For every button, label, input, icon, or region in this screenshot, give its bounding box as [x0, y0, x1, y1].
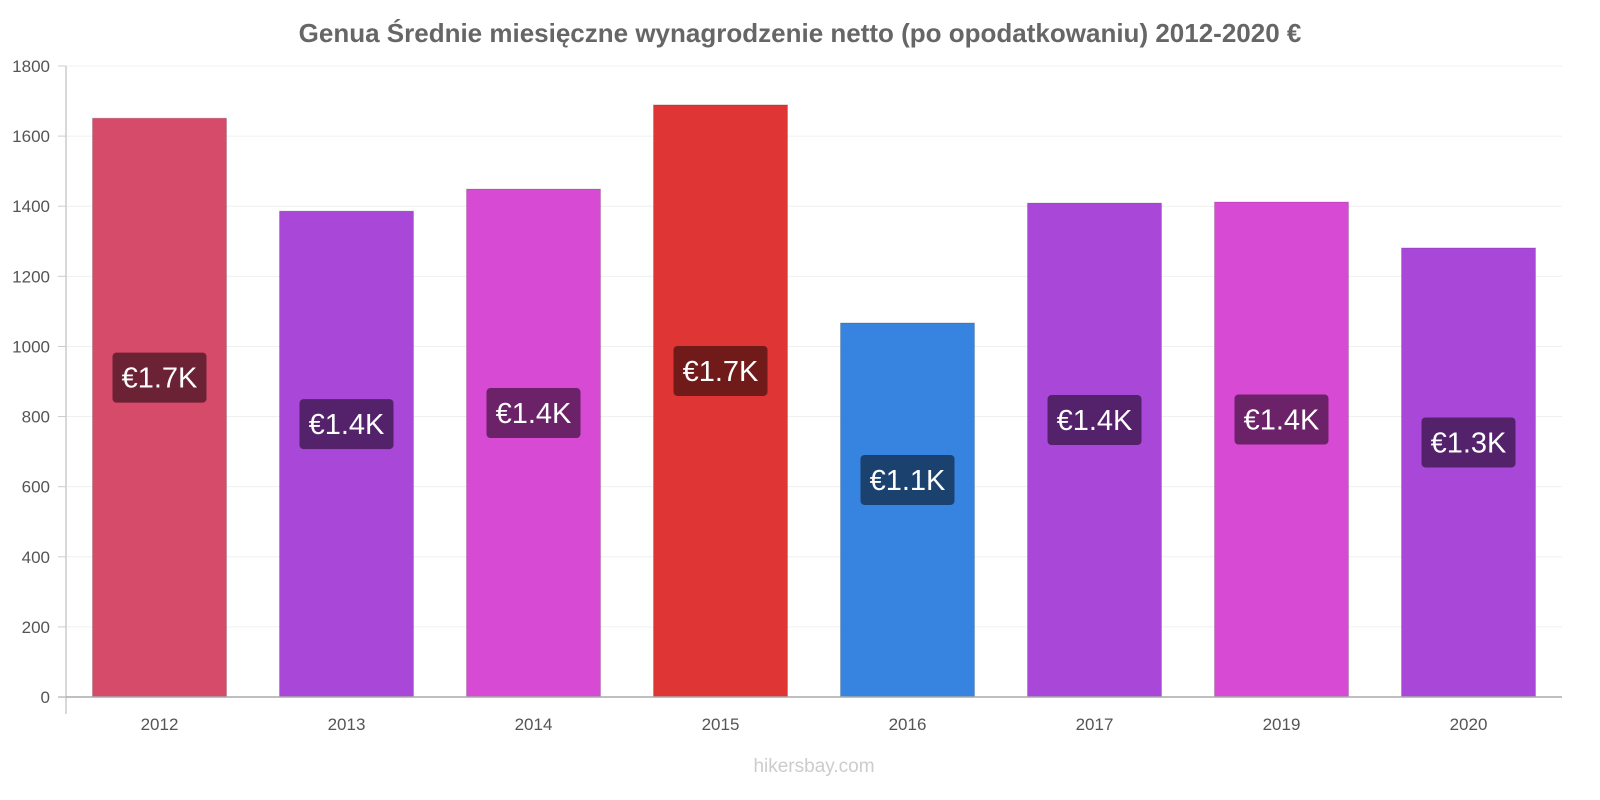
y-tick-label: 600 [22, 478, 50, 497]
bar-2014 [466, 188, 601, 698]
data-label: €1.1K [870, 465, 946, 497]
data-label-box [1047, 395, 1142, 446]
y-tick-label: 0 [41, 688, 50, 707]
data-label-box [1234, 394, 1329, 445]
y-tick-label: 1600 [12, 127, 50, 146]
data-label-box [486, 388, 581, 439]
data-label-box [673, 345, 768, 396]
data-label: €1.7K [122, 363, 198, 395]
y-tick-label: 800 [22, 408, 50, 427]
chart-title: Genua Średnie miesięczne wynagrodzenie n… [299, 18, 1302, 48]
data-label: €1.4K [1057, 405, 1133, 437]
y-tick-label: 1000 [12, 337, 50, 356]
data-label-box [112, 352, 207, 403]
x-ticks: 2012 2013 2014 2015 2016 2017 2019 2020 [141, 715, 1488, 734]
bar-2013 [279, 210, 414, 698]
data-labels: €1.7K €1.4K €1.4K €1.7K €1.1K €1.4K €1.4K €1.3K [112, 345, 1516, 505]
y-tick-label: 1400 [12, 197, 50, 216]
data-label: €1.4K [496, 398, 572, 430]
data-label: €1.4K [1244, 405, 1320, 437]
bar-2016 [840, 322, 975, 698]
bar-2017 [1027, 202, 1162, 698]
x-tick-label: 2016 [889, 715, 927, 734]
data-label-box [860, 454, 955, 505]
data-label: €1.4K [309, 409, 385, 441]
data-label-box [1421, 417, 1516, 468]
y-ticks: 0 200 400 600 800 1000 1200 1400 1600 1800 [12, 57, 66, 707]
data-label-box [299, 399, 394, 450]
y-tick-label: 1200 [12, 267, 50, 286]
y-tick-label: 1800 [12, 57, 50, 76]
bar-2019 [1214, 201, 1349, 698]
bar-2012 [92, 117, 227, 698]
x-tick-label: 2017 [1076, 715, 1114, 734]
y-tick-label: 400 [22, 548, 50, 567]
data-label: €1.3K [1431, 427, 1507, 459]
y-tick-label: 200 [22, 618, 50, 637]
data-label: €1.7K [683, 356, 759, 388]
x-tick-label: 2020 [1450, 715, 1488, 734]
bar-2020 [1401, 247, 1536, 698]
x-tick-label: 2012 [141, 715, 179, 734]
x-tick-label: 2015 [702, 715, 740, 734]
bars [92, 104, 1536, 698]
bar-2015 [653, 104, 788, 698]
x-tick-label: 2019 [1263, 715, 1301, 734]
x-tick-label: 2013 [328, 715, 366, 734]
x-tick-label: 2014 [515, 715, 553, 734]
watermark: hikersbay.com [753, 756, 874, 777]
